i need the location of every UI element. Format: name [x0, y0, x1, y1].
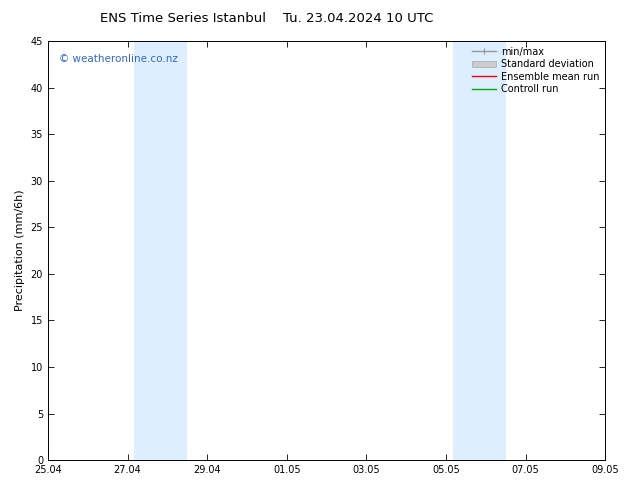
Text: ENS Time Series Istanbul    Tu. 23.04.2024 10 UTC: ENS Time Series Istanbul Tu. 23.04.2024 …: [100, 12, 433, 25]
Bar: [453, 41, 506, 460]
Legend: min/max, Standard deviation, Ensemble mean run, Controll run: min/max, Standard deviation, Ensemble me…: [468, 43, 603, 98]
Text: © weatheronline.co.nz: © weatheronline.co.nz: [59, 53, 178, 64]
Bar: [134, 41, 187, 460]
Y-axis label: Precipitation (mm/6h): Precipitation (mm/6h): [15, 190, 25, 312]
